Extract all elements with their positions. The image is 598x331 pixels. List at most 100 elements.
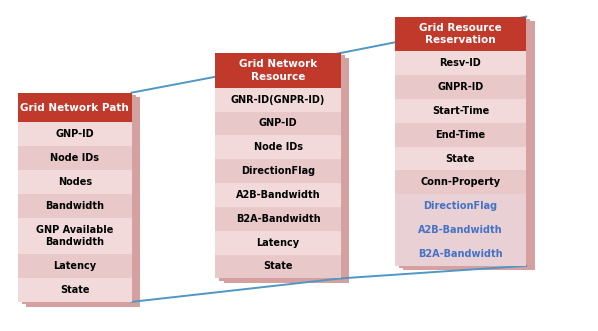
Bar: [399, 220, 530, 244]
Bar: [219, 185, 345, 209]
Bar: [18, 278, 132, 302]
Text: GNP-ID: GNP-ID: [259, 118, 297, 128]
Bar: [18, 122, 132, 146]
Bar: [215, 255, 341, 278]
Bar: [395, 51, 526, 75]
Bar: [26, 199, 140, 222]
Text: Node IDs: Node IDs: [254, 142, 303, 152]
Bar: [219, 233, 345, 257]
Bar: [224, 92, 349, 116]
Bar: [219, 138, 345, 162]
Bar: [219, 209, 345, 233]
Bar: [215, 135, 341, 159]
Bar: [224, 164, 349, 188]
Bar: [215, 207, 341, 231]
Bar: [26, 283, 140, 307]
Bar: [224, 235, 349, 259]
Bar: [18, 93, 132, 122]
Bar: [215, 231, 341, 255]
Text: A2B-Bandwidth: A2B-Bandwidth: [236, 190, 321, 200]
Text: Bandwidth: Bandwidth: [45, 201, 104, 211]
Bar: [18, 218, 132, 254]
Bar: [219, 257, 345, 281]
Bar: [215, 112, 341, 135]
Bar: [395, 242, 526, 266]
Text: Conn-Property: Conn-Property: [420, 177, 501, 187]
Bar: [26, 97, 140, 127]
Bar: [219, 55, 345, 90]
Text: Grid Resource
Reservation: Grid Resource Reservation: [419, 23, 502, 45]
Bar: [395, 75, 526, 99]
Bar: [22, 196, 136, 220]
Text: DirectionFlag: DirectionFlag: [241, 166, 315, 176]
Bar: [224, 116, 349, 140]
Bar: [399, 54, 530, 77]
Text: A2B-Bandwidth: A2B-Bandwidth: [418, 225, 503, 235]
Text: GNPR-ID: GNPR-ID: [437, 82, 484, 92]
Bar: [403, 56, 535, 80]
Bar: [399, 197, 530, 220]
Bar: [224, 212, 349, 235]
Bar: [22, 125, 136, 149]
Bar: [395, 194, 526, 218]
Bar: [219, 90, 345, 114]
Bar: [403, 21, 535, 56]
Bar: [22, 220, 136, 257]
Bar: [26, 127, 140, 151]
Bar: [26, 175, 140, 199]
Text: GNP-ID: GNP-ID: [56, 129, 94, 139]
Bar: [399, 173, 530, 197]
Bar: [399, 149, 530, 173]
Bar: [403, 80, 535, 104]
Text: GNP Available
Bandwidth: GNP Available Bandwidth: [36, 225, 114, 247]
Text: DirectionFlag: DirectionFlag: [423, 201, 498, 211]
Bar: [22, 280, 136, 304]
Bar: [403, 175, 535, 199]
Text: B2A-Bandwidth: B2A-Bandwidth: [418, 249, 503, 259]
Bar: [395, 170, 526, 194]
Bar: [18, 194, 132, 218]
Bar: [395, 17, 526, 51]
Text: Latency: Latency: [53, 261, 96, 271]
Bar: [399, 125, 530, 149]
Text: State: State: [263, 261, 293, 271]
Bar: [26, 222, 140, 259]
Bar: [395, 218, 526, 242]
Bar: [215, 159, 341, 183]
Text: GNR-ID(GNPR-ID): GNR-ID(GNPR-ID): [231, 95, 325, 105]
Bar: [219, 162, 345, 185]
Text: End-Time: End-Time: [435, 130, 486, 140]
Text: Latency: Latency: [257, 238, 300, 248]
Bar: [215, 53, 341, 88]
Bar: [22, 257, 136, 280]
Bar: [403, 199, 535, 223]
Bar: [26, 259, 140, 283]
Bar: [399, 101, 530, 125]
Bar: [22, 95, 136, 125]
Bar: [22, 149, 136, 172]
Bar: [26, 151, 140, 175]
Text: Grid Network Path: Grid Network Path: [20, 103, 129, 113]
Text: B2A-Bandwidth: B2A-Bandwidth: [236, 214, 321, 224]
Bar: [22, 172, 136, 196]
Text: Resv-ID: Resv-ID: [440, 58, 481, 68]
Bar: [224, 188, 349, 212]
Text: Grid Network
Resource: Grid Network Resource: [239, 59, 317, 81]
Bar: [18, 146, 132, 170]
Bar: [18, 254, 132, 278]
Bar: [403, 247, 535, 270]
Bar: [395, 123, 526, 147]
Text: Nodes: Nodes: [57, 177, 92, 187]
Bar: [403, 127, 535, 151]
Bar: [224, 140, 349, 164]
Bar: [403, 104, 535, 127]
Bar: [403, 223, 535, 247]
Bar: [399, 244, 530, 268]
Bar: [395, 99, 526, 123]
Bar: [219, 114, 345, 138]
Bar: [224, 58, 349, 92]
Text: Start-Time: Start-Time: [432, 106, 489, 116]
Bar: [18, 170, 132, 194]
Text: Node IDs: Node IDs: [50, 153, 99, 163]
Bar: [215, 88, 341, 112]
